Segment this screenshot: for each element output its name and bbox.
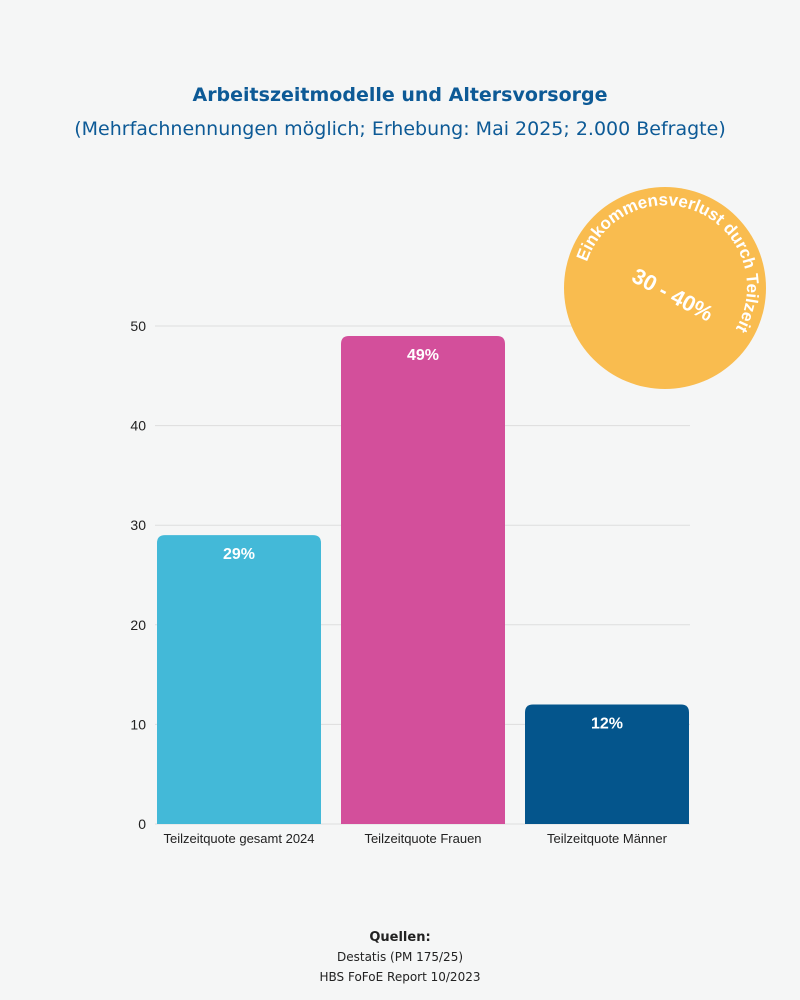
y-tick-label: 50 [130,318,146,334]
source-line: HBS FoFoE Report 10/2023 [319,970,481,984]
data-label: 49% [407,347,439,364]
x-tick-label: Teilzeitquote Männer [547,831,668,846]
income-loss-badge [564,187,766,389]
y-tick-label: 40 [130,418,146,434]
data-label: 12% [591,715,623,732]
y-tick-label: 0 [138,816,146,832]
y-tick-label: 30 [130,517,146,533]
data-label: 29% [223,546,255,563]
sources-heading: Quellen: [369,930,431,945]
bar [341,335,505,824]
bar [525,704,689,824]
chart-subtitle: (Mehrfachnennungen möglich; Erhebung: Ma… [74,118,726,140]
bar [157,535,321,824]
source-line: Destatis (PM 175/25) [336,950,464,964]
x-tick-label: Teilzeitquote gesamt 2024 [163,831,314,846]
x-tick-label: Teilzeitquote Frauen [364,831,481,846]
y-tick-label: 10 [130,716,146,732]
chart-title: Arbeitszeitmodelle und Altersvorsorge [192,84,608,106]
y-tick-label: 20 [130,617,146,633]
